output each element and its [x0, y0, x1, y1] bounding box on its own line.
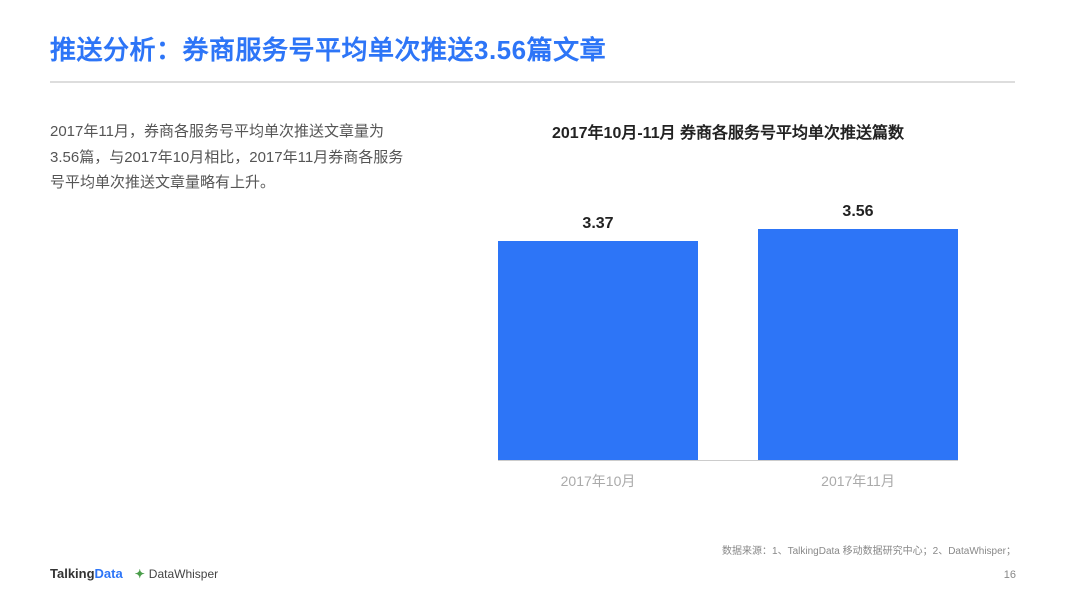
bar	[758, 229, 958, 460]
bar-group: 3.56	[758, 203, 958, 460]
datawhisper-logo: ✦DataWhisper	[135, 567, 218, 581]
bar	[498, 241, 698, 460]
footer-logos: TalkingData ✦DataWhisper	[50, 566, 218, 581]
bar-value-label: 3.56	[842, 203, 873, 221]
source-note: 数据来源：1、TalkingData 移动数据研究中心；2、DataWhispe…	[722, 542, 1016, 557]
page-number: 16	[1004, 569, 1016, 581]
chart-title: 2017年10月-11月 券商各服务号平均单次推送篇数	[552, 119, 904, 143]
x-axis-label: 2017年11月	[758, 471, 958, 491]
talkingdata-logo: TalkingData	[50, 566, 123, 581]
bar-group: 3.37	[498, 215, 698, 460]
bar-chart: 2017年10月-11月 券商各服务号平均单次推送篇数 3.37 3.56 201…	[440, 119, 1016, 491]
x-axis-label: 2017年10月	[498, 471, 698, 491]
page-title: 推送分析：券商服务号平均单次推送3.56篇文章	[50, 30, 1016, 67]
bar-value-label: 3.37	[582, 215, 613, 233]
description-text: 2017年11月，券商各服务号平均单次推送文章量为3.56篇，与2017年10月…	[50, 119, 410, 491]
title-divider	[50, 81, 1015, 83]
